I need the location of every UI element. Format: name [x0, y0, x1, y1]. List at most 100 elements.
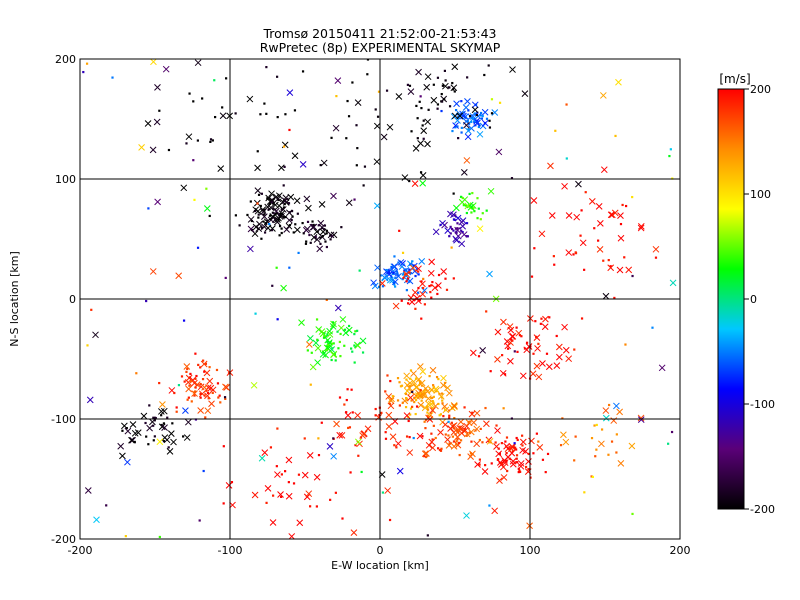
data-point-dot [490, 462, 493, 465]
data-point-dot [400, 299, 403, 302]
data-point-dot [275, 266, 278, 269]
data-point-dot [262, 220, 265, 223]
data-point-dot [249, 200, 252, 203]
data-point-dot [288, 224, 292, 227]
data-point-dot [408, 268, 411, 271]
data-point-dot [580, 209, 583, 212]
data-point-dot [447, 420, 450, 423]
data-point-cross [286, 89, 294, 96]
data-point-dot [208, 366, 211, 369]
data-point-cross [385, 411, 393, 419]
data-point-dot [474, 429, 477, 432]
data-point-cross [494, 328, 502, 336]
data-point-dot [450, 421, 453, 424]
data-point-dot [449, 232, 452, 235]
data-point-dot [432, 402, 435, 405]
data-point-dot [283, 145, 286, 148]
data-point-dot [422, 277, 425, 281]
data-point-dot [227, 372, 231, 375]
data-point-dot [296, 212, 299, 215]
data-point-cross [500, 463, 507, 471]
data-point-dot [501, 354, 504, 357]
data-point-dot [518, 469, 521, 472]
data-point-dot [194, 390, 197, 393]
data-point-cross [138, 144, 145, 151]
data-point-cross [411, 180, 419, 187]
data-point-dot [203, 370, 206, 373]
data-point-dot [354, 330, 357, 333]
data-point-dot [180, 375, 184, 378]
data-point-dot [297, 251, 300, 255]
data-point-dot [351, 81, 354, 84]
data-point-dot [552, 255, 555, 258]
data-point-cross [602, 407, 610, 414]
data-point-dot [458, 425, 462, 428]
data-point-dot [194, 418, 198, 421]
data-point-dot [329, 238, 332, 241]
data-point-dot [613, 296, 616, 300]
data-point-cross [418, 379, 426, 387]
data-point-dot [259, 113, 262, 116]
data-point-dot [478, 458, 481, 461]
data-point-dot [465, 235, 468, 238]
data-point-dot [449, 225, 452, 228]
data-point-cross [428, 258, 436, 266]
data-point-cross [144, 120, 152, 127]
data-point-dot [453, 90, 456, 93]
data-point-dot [513, 461, 516, 464]
data-point-dot [419, 171, 423, 174]
data-point-dot [323, 224, 327, 227]
data-point-cross [191, 390, 198, 397]
data-point-cross [291, 152, 299, 160]
data-point-dot [167, 446, 170, 449]
data-point-dot [320, 421, 323, 424]
data-point-dot [479, 114, 482, 117]
data-point-cross [447, 425, 454, 432]
data-point-cross [191, 379, 198, 387]
data-point-dot [343, 403, 346, 406]
data-point-cross [533, 362, 541, 370]
data-point-cross [413, 294, 421, 302]
data-point-dot [597, 239, 600, 242]
data-point-dot [402, 276, 405, 280]
data-point-cross [250, 381, 258, 389]
data-point-dot [452, 192, 455, 195]
data-point-cross [371, 282, 379, 290]
data-point-cross [458, 240, 466, 248]
data-point-dot [610, 440, 614, 443]
data-point-cross [440, 268, 448, 275]
data-point-dot [158, 535, 161, 539]
data-point-cross [491, 109, 499, 116]
x-tick-label: 200 [670, 544, 691, 557]
data-point-dot [331, 347, 334, 350]
data-points [82, 59, 677, 539]
data-point-cross [395, 272, 402, 280]
data-point-cross [416, 392, 424, 400]
data-point-cross [390, 263, 398, 271]
data-point-dot [462, 204, 465, 207]
data-point-dot [420, 317, 423, 320]
data-point-dot [461, 230, 464, 234]
data-point-dot [377, 90, 381, 93]
data-point-cross [312, 339, 320, 347]
data-point-dot [624, 204, 628, 208]
data-point-cross [450, 211, 457, 219]
data-point-cross [201, 384, 208, 391]
data-point-cross [385, 393, 393, 400]
data-point-cross [154, 198, 161, 206]
data-point-cross [401, 174, 409, 181]
data-point-cross [395, 93, 403, 100]
data-point-dot [430, 432, 433, 435]
data-point-dot [420, 107, 423, 110]
data-point-dot [173, 391, 176, 395]
data-point-dot [124, 535, 127, 538]
data-point-cross [469, 450, 476, 458]
data-point-cross [486, 438, 494, 445]
data-point-cross [595, 203, 603, 210]
x-tick-label: -200 [68, 544, 93, 557]
data-point-cross [493, 443, 500, 450]
data-point-dot [272, 207, 275, 210]
data-point-cross [282, 199, 290, 206]
data-point-cross [439, 219, 446, 227]
data-point-cross [223, 384, 230, 391]
